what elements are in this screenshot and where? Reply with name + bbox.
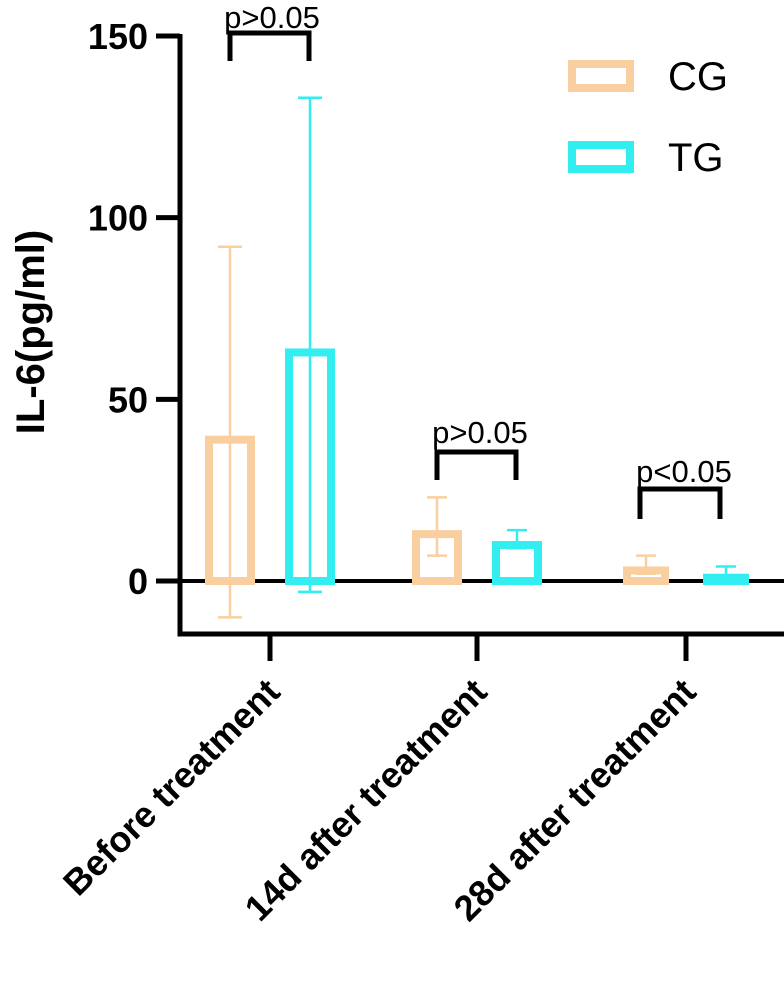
y-tick-label: 0 xyxy=(128,561,148,602)
x-tick-label: Before treatment xyxy=(55,671,288,904)
error-bars xyxy=(218,96,736,619)
significance-brackets: p>0.05 p>0.05 p<0.05 xyxy=(224,0,732,519)
y-ticks: 0 50 100 150 xyxy=(88,16,180,602)
y-tick-label: 50 xyxy=(108,379,148,420)
legend-label-cg: CG xyxy=(668,55,728,99)
significance-label: p>0.05 xyxy=(432,415,528,450)
bar-tg xyxy=(492,541,542,585)
y-tick-label: 150 xyxy=(88,16,148,57)
legend-swatch-cg xyxy=(568,60,634,92)
legend: CG TG xyxy=(568,55,728,180)
significance-bracket xyxy=(434,449,519,480)
y-tick-label: 100 xyxy=(88,198,148,239)
significance-label: p>0.05 xyxy=(224,0,320,35)
significance-bracket xyxy=(227,30,312,61)
y-axis: 0 50 100 150 xyxy=(88,16,183,637)
significance-bracket xyxy=(637,486,723,519)
significance-label: p<0.05 xyxy=(636,454,732,489)
y-axis-title: IL-6(pg/ml) xyxy=(9,230,53,434)
legend-swatch-tg xyxy=(568,141,634,173)
legend-label-tg: TG xyxy=(668,136,724,180)
